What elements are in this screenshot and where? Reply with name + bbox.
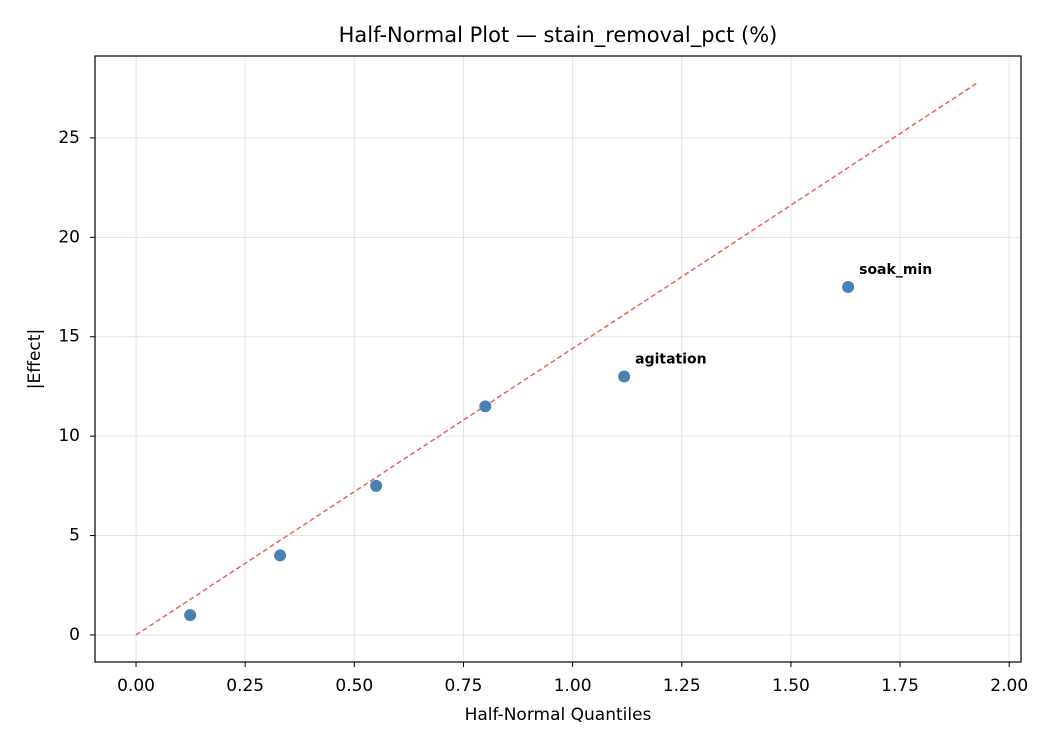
x-tick-label: 0.50 bbox=[335, 676, 373, 696]
chart-title: Half-Normal Plot — stain_removal_pct (%) bbox=[339, 23, 778, 48]
x-tick-label: 0.75 bbox=[445, 676, 483, 696]
y-tick-label: 10 bbox=[58, 426, 80, 446]
point bbox=[274, 549, 287, 562]
plot-frame bbox=[94, 55, 1022, 663]
point bbox=[618, 370, 631, 383]
point-label: soak_min bbox=[859, 262, 932, 278]
y-tick-label: 25 bbox=[58, 128, 80, 148]
reference-line bbox=[135, 82, 978, 636]
x-tick-label: 1.00 bbox=[554, 676, 592, 696]
x-tick-label: 2.00 bbox=[990, 676, 1028, 696]
y-tick-label: 0 bbox=[69, 625, 80, 645]
x-tick-label: 1.75 bbox=[881, 676, 919, 696]
point bbox=[184, 609, 197, 622]
point-label: agitation bbox=[635, 351, 706, 367]
x-tick-label: 1.25 bbox=[663, 676, 701, 696]
point bbox=[370, 479, 383, 492]
point bbox=[842, 281, 855, 294]
y-tick-label: 15 bbox=[58, 327, 80, 347]
x-tick-label: 0.00 bbox=[117, 676, 155, 696]
x-axis-label: Half-Normal Quantiles bbox=[465, 705, 652, 725]
y-tick-label: 5 bbox=[69, 526, 80, 546]
x-tick-label: 1.50 bbox=[772, 676, 810, 696]
point bbox=[479, 400, 492, 413]
y-axis-label: |Effect| bbox=[25, 329, 45, 389]
x-tick-label: 0.25 bbox=[226, 676, 264, 696]
y-tick-label: 20 bbox=[58, 227, 80, 247]
